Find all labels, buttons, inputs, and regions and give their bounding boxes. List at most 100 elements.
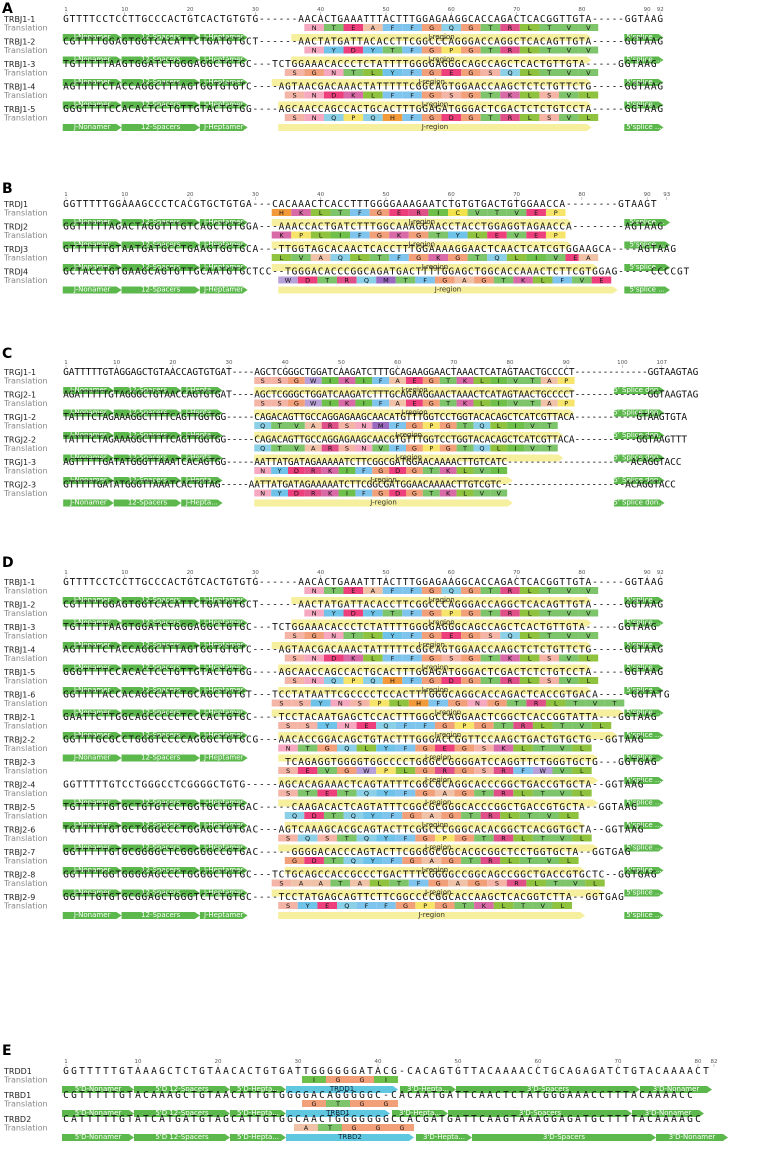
nucleotide: A: [122, 667, 128, 678]
nucleotide: A: [114, 367, 120, 378]
nucleotide: T: [103, 1114, 109, 1125]
nucleotide: G: [109, 892, 115, 903]
amino-acid: N: [286, 745, 291, 753]
nucleotide: -: [266, 37, 272, 48]
nucleotide: T: [659, 390, 665, 401]
amino-acid: G: [429, 677, 434, 685]
nucleotide: C: [540, 267, 546, 278]
nucleotide: T: [488, 104, 494, 115]
amino-acid: R: [508, 47, 513, 55]
amino-acid: T: [487, 677, 492, 685]
nucleotide: A: [671, 1090, 677, 1101]
nucleotide: C: [200, 577, 206, 588]
nucleotide: T: [361, 367, 367, 378]
nucleotide: G: [507, 82, 513, 93]
nucleotide: A: [514, 892, 520, 903]
nucleotide: G: [298, 267, 304, 278]
j-heptamer-label: J-Heptamer: [203, 55, 244, 63]
nucleotide: A: [324, 37, 330, 48]
nucleotide: G: [455, 199, 461, 210]
amino-acid: G: [429, 47, 434, 55]
nucleotide: T: [396, 667, 402, 678]
amino-acid: L: [358, 254, 362, 262]
ruler-tick-label: 107: [656, 360, 667, 366]
nucleotide: C: [102, 645, 108, 656]
nucleotide: -: [625, 244, 631, 255]
nucleotide: T: [246, 577, 252, 588]
nucleotide: G: [406, 367, 412, 378]
nucleotide: A: [298, 600, 304, 611]
amino-acid-cell: [389, 209, 409, 216]
amino-acid: L: [567, 812, 571, 820]
nucleotide: T: [279, 892, 285, 903]
nucleotide: -: [272, 600, 278, 611]
nucleotide: -: [614, 390, 620, 401]
j-heptamer: J-Heptamer: [199, 78, 248, 86]
amino-acid: G: [325, 745, 330, 753]
amino-acid: E: [412, 377, 416, 385]
amino-acid: N: [312, 114, 317, 122]
nucleotide: C: [174, 712, 180, 723]
nucleotide: A: [631, 1090, 637, 1101]
nucleotide: T: [631, 757, 637, 768]
nucleotide: C: [324, 199, 330, 210]
nucleotide: C: [128, 82, 134, 93]
nucleotide: -: [292, 14, 298, 25]
amino-acid: G: [294, 400, 299, 408]
nucleotide: C: [572, 104, 578, 115]
nucleotide: T: [586, 712, 592, 723]
nucleotide: G: [70, 82, 76, 93]
nucleotide: -: [272, 577, 278, 588]
nucleotide: -: [266, 82, 272, 93]
nucleotide: T: [471, 1066, 477, 1077]
nucleotide: G: [200, 645, 206, 656]
nucleotide: C: [481, 802, 487, 813]
nucleotide: -: [279, 600, 285, 611]
nucleotide: G: [507, 712, 513, 723]
nucleotide: G: [422, 600, 428, 611]
nucleotide: A: [494, 37, 500, 48]
amino-acid-cell: [372, 377, 390, 384]
nucleotide: -: [237, 390, 243, 401]
amino-acid: F: [410, 114, 414, 122]
nucleotide: G: [651, 870, 657, 881]
amino-acid: T: [331, 587, 336, 595]
nucleotide: G: [136, 390, 142, 401]
nucleotide: T: [83, 59, 89, 70]
nucleotide: G: [70, 600, 76, 611]
nucleotide: T: [305, 690, 311, 701]
nucleotide: A: [311, 780, 317, 791]
nucleotide: C: [479, 1114, 485, 1125]
nucleotide: T: [463, 1114, 469, 1125]
nucleotide: C: [481, 622, 487, 633]
nucleotide: C: [448, 690, 454, 701]
amino-acid: L: [534, 880, 538, 888]
nucleotide: G: [455, 37, 461, 48]
nucleotide: T: [63, 802, 69, 813]
amino-acid: L: [580, 835, 584, 843]
nucleotide: -: [272, 244, 278, 255]
nucleotide: T: [447, 1066, 453, 1077]
nucleotide: C: [494, 104, 500, 115]
amino-acid: S: [345, 445, 349, 453]
amino-acid: R: [488, 812, 493, 820]
amino-acid: N: [312, 24, 317, 32]
nucleotide: C: [344, 104, 350, 115]
nucleotide: C: [324, 14, 330, 25]
nucleotide: C: [246, 622, 252, 633]
nucleotide: -: [618, 667, 624, 678]
nucleotide: A: [311, 690, 317, 701]
nucleotide: A: [638, 59, 644, 70]
amino-acid: Q: [260, 445, 265, 453]
amino-acid: N: [312, 655, 317, 663]
nucleotide: C: [292, 757, 298, 768]
nucleotide: A: [448, 37, 454, 48]
nucleotide: A: [159, 1114, 165, 1125]
nucleotide: T: [102, 199, 108, 210]
amino-acid: T: [335, 1100, 340, 1108]
nucleotide: G: [481, 267, 487, 278]
amino-acid: V: [567, 677, 572, 685]
nucleotide: -: [272, 14, 278, 25]
nucleotide: T: [102, 667, 108, 678]
